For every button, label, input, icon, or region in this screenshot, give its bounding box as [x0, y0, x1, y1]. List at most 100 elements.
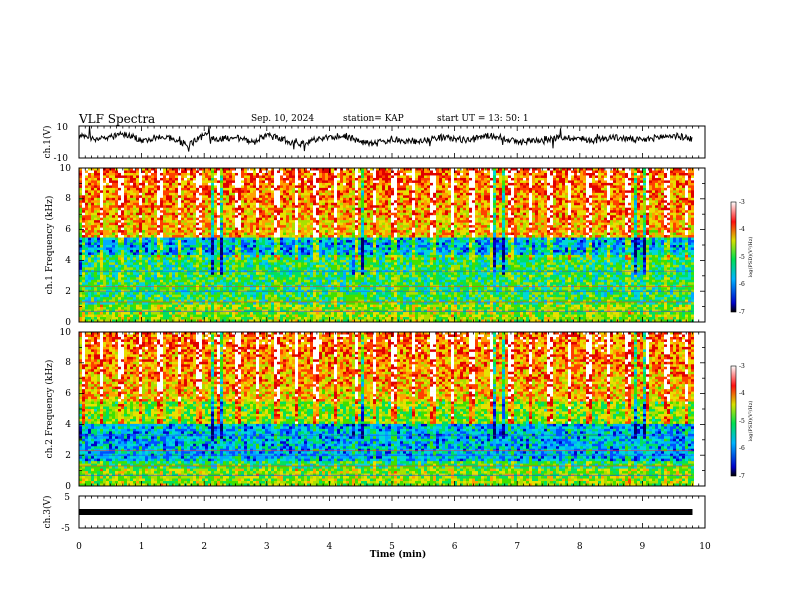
ch1-spectrogram-cell	[343, 190, 346, 193]
ch1-spectrogram-cell	[271, 185, 274, 188]
ch1-spectrogram-cell	[310, 205, 313, 208]
ch1-spectrogram-cell	[133, 215, 136, 218]
ch1-spectrogram-cell	[274, 223, 277, 226]
ch1-spectrogram-cell	[133, 193, 136, 196]
ch1-spectrogram-cell	[256, 208, 259, 211]
ch1-spectrogram-cell	[217, 210, 220, 213]
ch1-spectrogram-cell	[517, 210, 520, 213]
ch1-spectrogram-cell	[277, 193, 280, 196]
ch1-spectrogram-cell	[505, 200, 508, 203]
ch1-spectrogram-cell	[445, 170, 448, 173]
ch1-spectrogram-cell	[361, 215, 364, 218]
ch1-spectrogram-cell	[592, 183, 595, 186]
ch1-spectrogram-cell	[607, 208, 610, 211]
ch1-spectrogram-cell	[88, 218, 91, 221]
ch1-spectrogram-cell	[682, 178, 685, 181]
ch1-spectrogram-cell	[418, 178, 421, 181]
ch1-spectrogram-cell	[199, 218, 202, 221]
ch1-spectrogram-cell	[502, 220, 505, 223]
ch1-spectrogram-cell	[145, 215, 148, 218]
ch1-spectrogram-cell	[667, 195, 670, 198]
ch1-spectrogram-cell	[139, 185, 142, 188]
ch1-spectrogram-cell	[220, 185, 223, 188]
ch1-spectrogram-cell	[673, 178, 676, 181]
ch1-spectrogram-cell	[223, 213, 226, 216]
ch1-spectrogram-cell	[232, 220, 235, 223]
ch1-spectrogram-cell	[601, 205, 604, 208]
ch1-spectrogram-cell	[262, 215, 265, 218]
ch1-spectrogram-cell	[628, 170, 631, 173]
ch1-spectrogram-cell	[472, 223, 475, 226]
ch1-spectrogram-cell	[352, 200, 355, 203]
ch1-spectrogram-cell	[556, 183, 559, 186]
ch1-spectrogram-cell	[469, 210, 472, 213]
ch1-spectrogram-cell	[109, 185, 112, 188]
ch1-spectrogram-cell	[310, 208, 313, 211]
ch1-spectrogram-cell	[616, 188, 619, 191]
ch1-spectrogram-cell	[427, 185, 430, 188]
ch1-spectrogram-cell	[454, 173, 457, 176]
ch1-spectrogram-cell	[427, 173, 430, 176]
ch1-spectrogram-cell	[211, 170, 214, 173]
ch1-spectrogram-cell	[247, 188, 250, 191]
ch1-spectrogram-cell	[124, 188, 127, 191]
ch1-spectrogram-cell	[595, 198, 598, 201]
ch1-spectrogram-cell	[214, 220, 217, 223]
ch1-spectrogram-cell	[571, 215, 574, 218]
ch1-spectrogram-cell	[448, 183, 451, 186]
ch1-spectrogram-cell	[148, 180, 151, 183]
ch1-spectrogram-cell	[298, 210, 301, 213]
ch1-spectrogram-cell	[112, 210, 115, 213]
ch1-spectrogram-cell	[316, 190, 319, 193]
ch1-spectrogram-cell	[283, 218, 286, 221]
ch1-spectrogram-cell	[163, 185, 166, 188]
ch1-spectrogram-cell	[166, 220, 169, 223]
ch1-spectrogram-cell	[442, 200, 445, 203]
ch1-spectrogram-cell	[250, 215, 253, 218]
ch1-spectrogram-cell	[607, 193, 610, 196]
ch1-spectrogram-cell	[532, 183, 535, 186]
ch1-spectrogram-cell	[670, 218, 673, 221]
ch1-spectrogram-cell	[322, 170, 325, 173]
ch1-spectrogram-cell	[523, 200, 526, 203]
ch1-spectrogram-cell	[421, 203, 424, 206]
ch1-spectrogram-cell	[439, 213, 442, 216]
ch1-spectrogram-cell	[625, 218, 628, 221]
ch1-spectrogram-cell	[568, 213, 571, 216]
ch1-spectrogram-cell	[664, 213, 667, 216]
ch1-spectrogram-cell	[394, 195, 397, 198]
ch1-spectrogram-cell	[253, 188, 256, 191]
ch1-spectrogram-cell	[526, 183, 529, 186]
ch1-spectrogram-cell	[550, 205, 553, 208]
ch1-spectrogram-cell	[202, 205, 205, 208]
ch1-spectrogram-cell	[319, 223, 322, 226]
ch1-spectrogram-cell	[343, 215, 346, 218]
ch1-spectrogram-cell	[106, 188, 109, 191]
ch1-spectrogram-cell	[376, 205, 379, 208]
ch1-spectrogram-cell	[262, 193, 265, 196]
ch1-spectrogram-cell	[682, 175, 685, 178]
ch1-spectrogram-cell	[85, 180, 88, 183]
ch1-spectrogram-cell	[223, 180, 226, 183]
ch1-spectrogram-cell	[625, 210, 628, 213]
ch1-spectrogram-cell	[520, 180, 523, 183]
ch1-spectrogram-cell	[178, 213, 181, 216]
ch1-spectrogram-cell	[301, 223, 304, 226]
ch1-spectrogram-cell	[670, 188, 673, 191]
ch1-spectrogram-cell	[418, 170, 421, 173]
ch1-spectrogram-cell	[583, 175, 586, 178]
ch1-spectrogram-cell	[193, 190, 196, 193]
ch1-spectrogram-cell	[367, 213, 370, 216]
ch1-spectrogram-cell	[481, 213, 484, 216]
ch1-spectrogram-cell	[490, 173, 493, 176]
ch1-spectrogram-cell	[676, 188, 679, 191]
ch1-spectrogram-cell	[226, 173, 229, 176]
ch1-spectrogram-cell	[457, 223, 460, 226]
ch1-spectrogram-cell	[688, 175, 691, 178]
ch1-spectrogram-cell	[226, 198, 229, 201]
ch1-spectrogram-cell	[427, 183, 430, 186]
ch1-spectrogram-cell	[631, 198, 634, 201]
ch1-spectrogram-cell	[244, 223, 247, 226]
ch1-spectrogram-cell	[382, 188, 385, 191]
ch1-spectrogram-cell	[622, 175, 625, 178]
